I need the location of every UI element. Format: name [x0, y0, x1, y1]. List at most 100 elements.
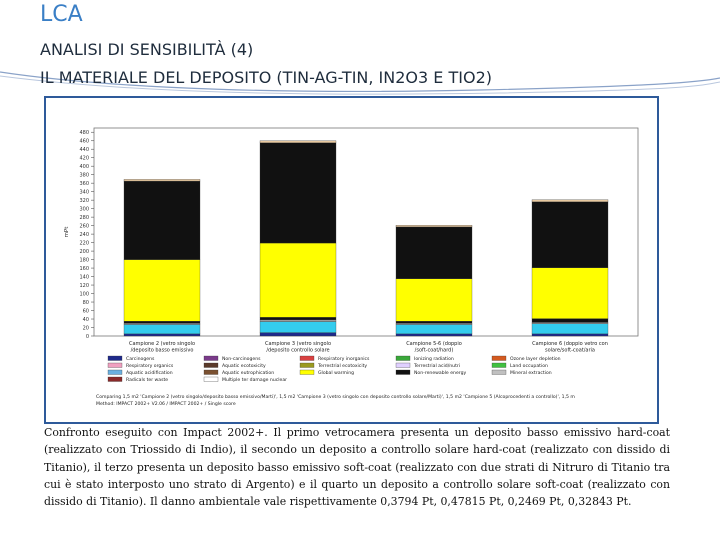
y-tick-label: 240: [79, 232, 89, 238]
y-tick-label: 40: [83, 317, 89, 323]
legend-label: Carcinogens: [126, 356, 155, 362]
legend-label: Aquatic acidification: [126, 370, 173, 376]
legend-swatch: [107, 376, 123, 382]
slide-subtitle-1: ANALISI DI SENSIBILITÀ (4): [40, 40, 254, 59]
bar-segment: [259, 321, 337, 333]
bar-segment: [531, 323, 609, 335]
y-tick-label: 400: [79, 164, 89, 170]
legend-swatch: [395, 369, 411, 375]
y-tick-label: 80: [83, 300, 89, 306]
category-label: Campione 6 (doppio vetro con: [532, 341, 608, 347]
legend-label: Non-carcinogens: [222, 356, 261, 362]
legend-swatch: [395, 355, 411, 361]
legend-swatch: [203, 369, 219, 375]
y-tick-label: 60: [83, 309, 89, 315]
legend-label: Mineral extraction: [510, 370, 552, 376]
bar-segment: [123, 333, 201, 337]
y-tick-label: 100: [79, 292, 89, 298]
legend-swatch: [395, 362, 411, 368]
bar-segment: [395, 324, 473, 335]
y-tick-label: 280: [79, 215, 89, 221]
legend-swatch: [203, 362, 219, 368]
bar-segment: [259, 319, 337, 322]
bar-segment: [395, 225, 473, 228]
y-tick-label: 380: [79, 173, 89, 179]
bar-segment: [395, 226, 473, 279]
bar-segment: [259, 317, 337, 321]
legend-label: Terrestrial acid/nutri: [413, 363, 460, 369]
legend-swatch: [299, 369, 315, 375]
y-tick-label: 320: [79, 198, 89, 204]
bar-segment: [123, 180, 201, 260]
bar-segment: [123, 320, 201, 324]
y-tick-label: 440: [79, 147, 89, 153]
bar-segment: [531, 199, 609, 203]
y-tick-label: 480: [79, 130, 89, 136]
legend-label: Non-renewable energy: [414, 370, 467, 376]
y-tick-label: 260: [79, 224, 89, 230]
bar-segment: [123, 323, 201, 325]
legend-swatch: [203, 376, 219, 382]
slide-header: LCA ANALISI DI SENSIBILITÀ (4) IL MATERI…: [0, 0, 720, 110]
legend-label: Land occupation: [510, 363, 548, 369]
bar-segment: [259, 140, 337, 144]
bar-segment: [531, 318, 609, 323]
bar-segment: [395, 320, 473, 324]
legend-swatch: [203, 355, 219, 361]
legend-swatch: [491, 355, 507, 361]
chart-footer-line: Comparing 1,5 m2 'Campione 2 (vetro sing…: [96, 394, 575, 400]
y-tick-label: 0: [86, 334, 89, 340]
slide-caption: Confronto eseguito con Impact 2002+. Il …: [44, 426, 670, 509]
legend-label: Ozone layer depletion: [510, 356, 561, 362]
legend-swatch: [299, 355, 315, 361]
bar-segment: [259, 142, 337, 244]
legend-label: Respiratory organics: [126, 363, 174, 369]
y-tick-label: 140: [79, 275, 89, 281]
legend-label: Aquatic eutrophication: [222, 370, 274, 376]
category-label: /deposito controllo solare: [266, 348, 329, 354]
y-tick-label: 20: [83, 326, 89, 332]
slide-title: LCA: [40, 2, 83, 27]
bar-segment: [259, 242, 337, 318]
bar-segment: [531, 333, 609, 337]
legend-swatch: [299, 362, 315, 368]
bar-segment: [531, 201, 609, 268]
legend-label: Respiratory inorganics: [318, 356, 370, 362]
legend-label: Ionizing radiation: [414, 356, 454, 362]
category-label: Campione 3 (vetro singolo: [265, 341, 331, 347]
y-tick-label: 340: [79, 190, 89, 196]
bar-segment: [395, 323, 473, 325]
legend-label: Multiple ter damage nuclear: [222, 377, 287, 383]
title-underline-swoosh: [0, 71, 720, 95]
legend-label: Global warming: [318, 370, 354, 376]
legend-label: Terrestrial ecotoxicity: [317, 363, 367, 369]
category-label: /soft-coat/hard): [415, 348, 454, 354]
bar-segment: [531, 322, 609, 324]
category-label: Campione 2 (vetro singolo: [129, 341, 195, 347]
legend-swatch: [107, 369, 123, 375]
legend-swatch: [491, 369, 507, 375]
y-tick-label: 180: [79, 258, 89, 264]
bar-segment: [123, 324, 201, 335]
legend-swatch: [107, 355, 123, 361]
chart-frame: 0 20 40 60 80 100 120 140 160 180 200 220 240 260 280 3…: [44, 96, 659, 424]
bar-segment: [123, 259, 201, 322]
bar-segment: [531, 267, 609, 319]
bar-segment: [395, 278, 473, 322]
y-tick-label: 360: [79, 181, 89, 187]
y-tick-label: 220: [79, 241, 89, 247]
legend-label: Radicals ter waste: [126, 377, 168, 383]
y-axis-label: mPt: [64, 226, 70, 238]
bar-segment: [395, 333, 473, 337]
legend-label: Aquatic ecotoxicity: [222, 363, 266, 369]
bar-segment: [123, 179, 201, 182]
legend-swatch: [491, 362, 507, 368]
chart-footer-line: Method: IMPACT 2002+ V2.06 / IMPACT 2002…: [96, 401, 236, 407]
slide-subtitle-2: IL MATERIALE DEL DEPOSITO (TIN-AG-TIN, I…: [40, 68, 492, 87]
y-tick-label: 460: [79, 139, 89, 145]
category-label: solare/soft-coat/aria: [545, 348, 595, 354]
category-label: /deposito basso emissivo: [131, 348, 194, 354]
y-tick-label: 120: [79, 283, 89, 289]
bar-segment: [259, 332, 337, 337]
legend-swatch: [107, 362, 123, 368]
